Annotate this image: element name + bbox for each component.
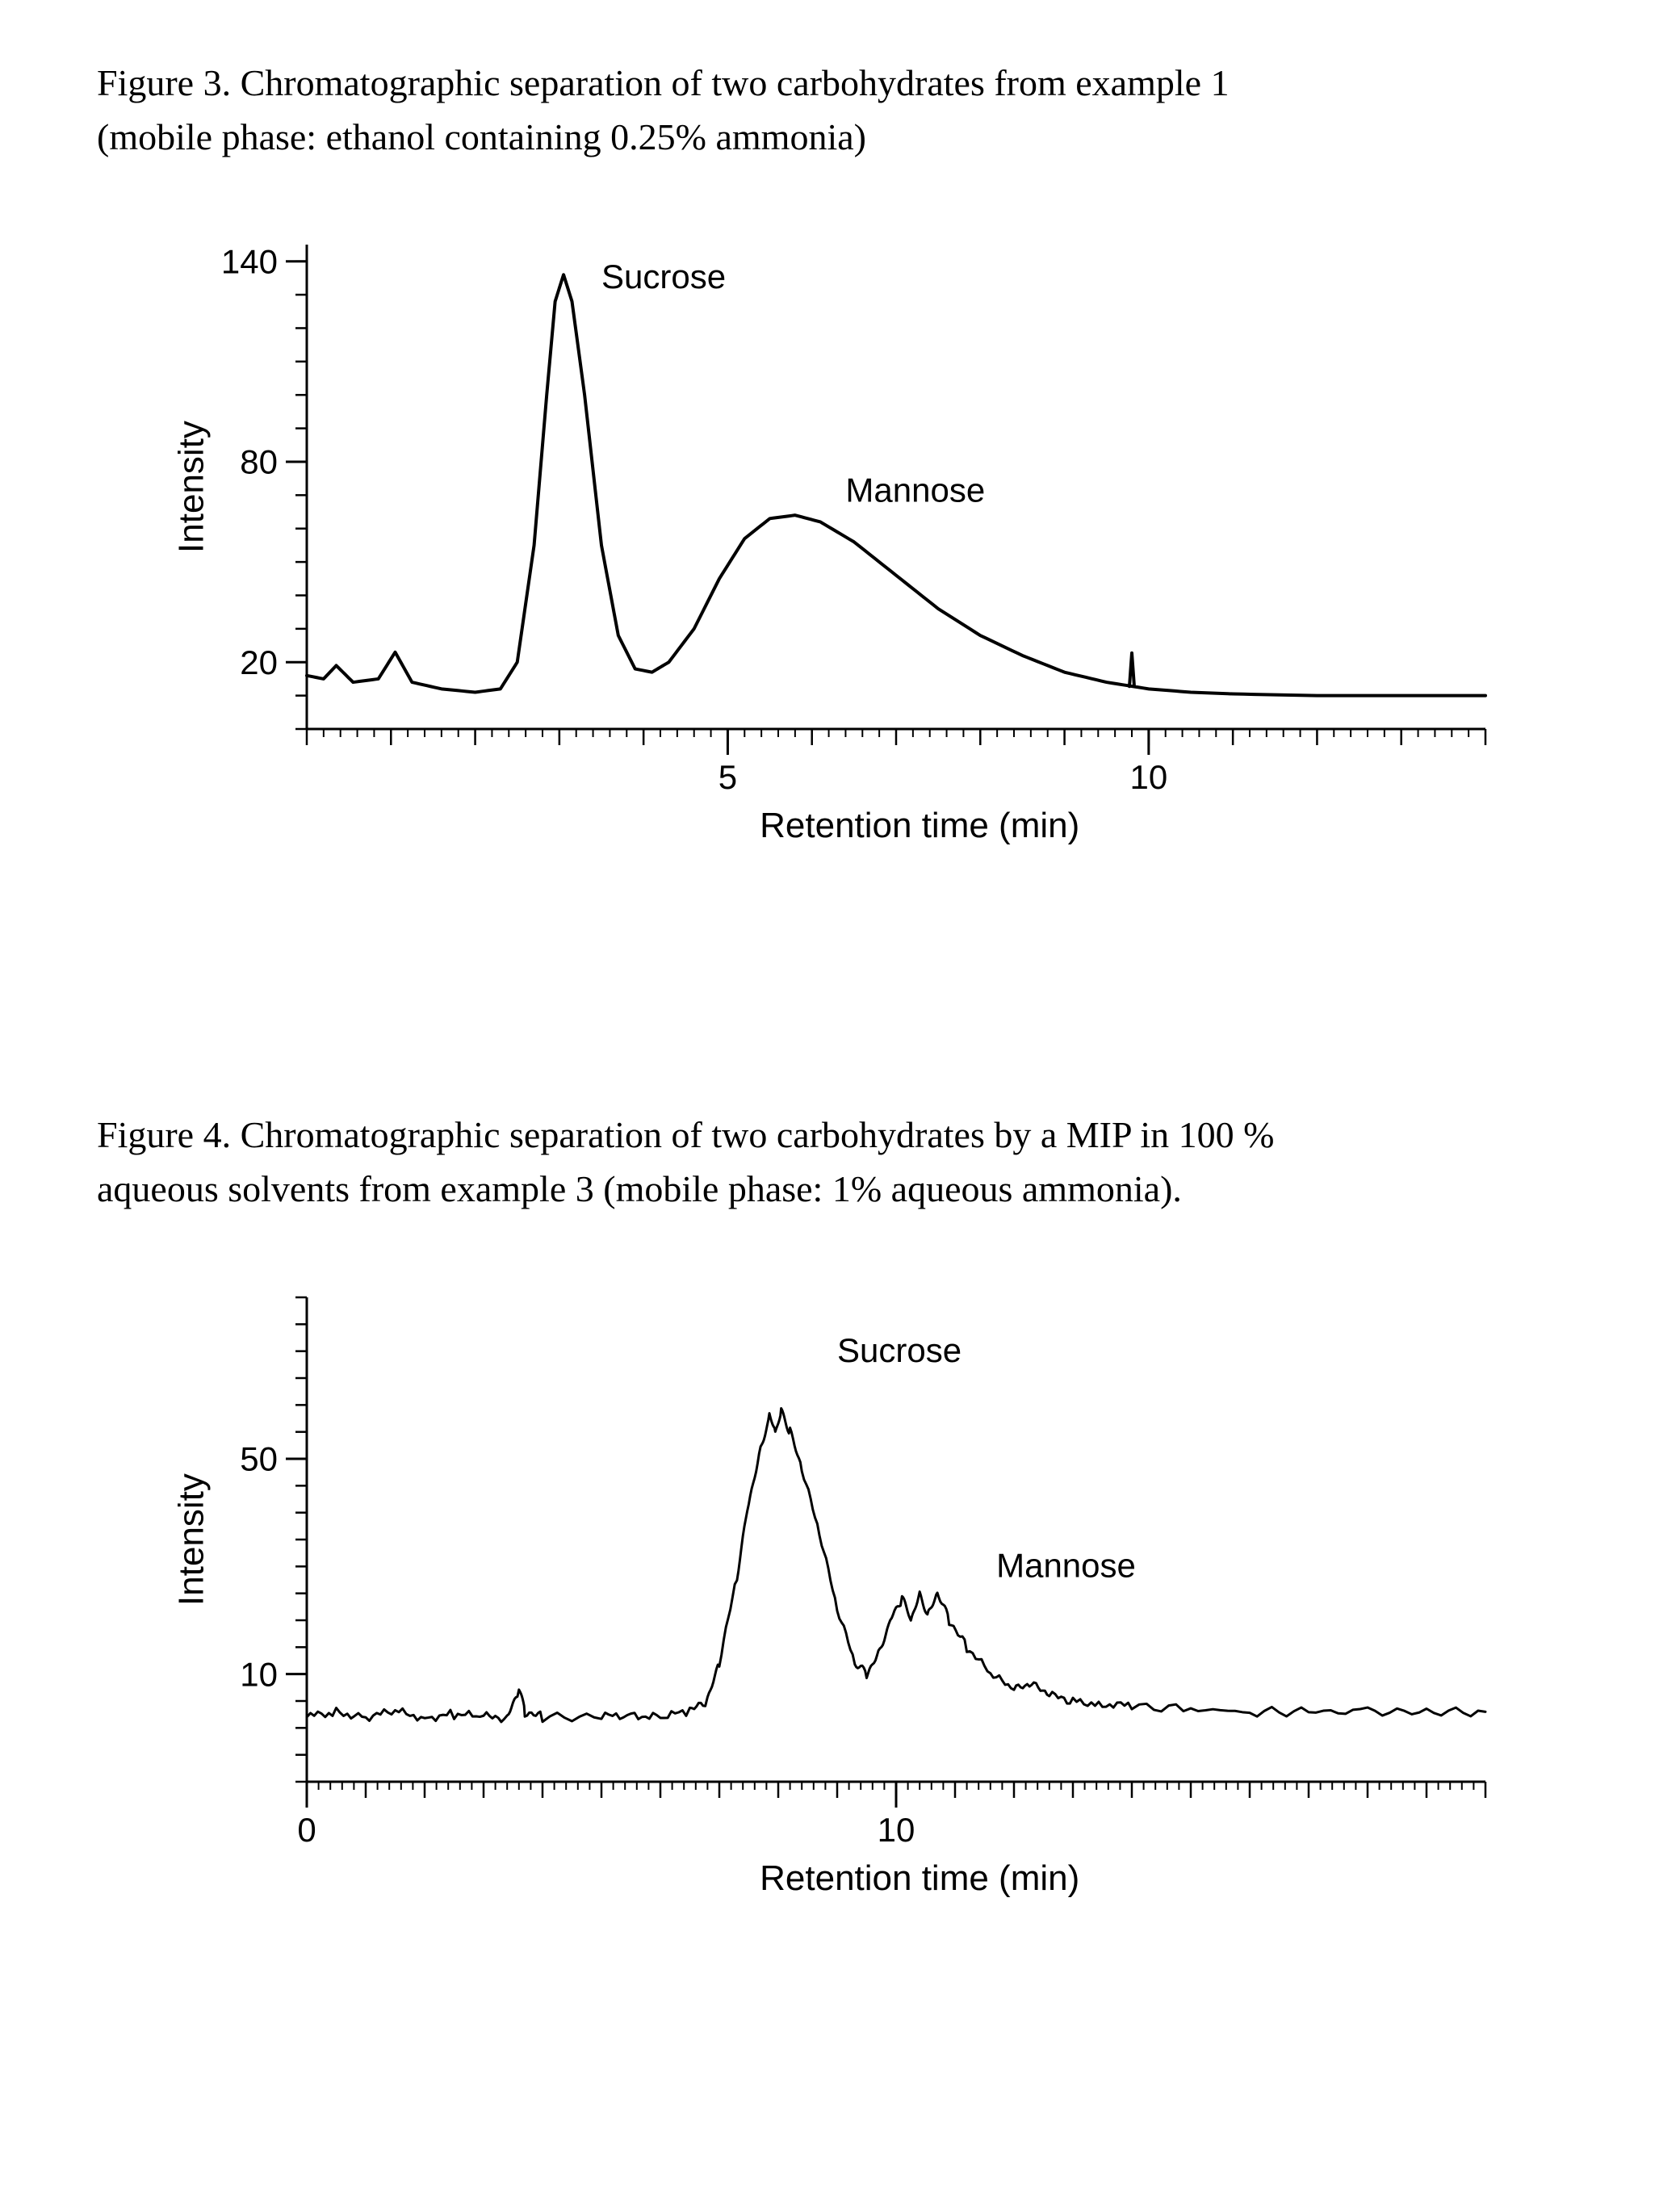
peak-label: Mannose [996,1546,1136,1584]
peak-label: Sucrose [601,258,726,295]
x-tick-label: 5 [719,758,737,796]
peak-label: Mannose [845,471,985,509]
figure-3-chromatogram-chart: 5 10 20 80 140 Retention time (min) Intensity S… [97,212,1583,907]
x-ticks [307,1782,1485,1808]
y-tick-label: 10 [240,1655,278,1693]
chromatogram-trace [307,1408,1485,1721]
x-tick-label: 10 [1129,758,1167,796]
x-tick-label: 0 [297,1811,316,1849]
chart-svg: 0 10 10 50 Retention time (min) Intensity Sucr… [97,1265,1534,1959]
x-ticks [307,729,1485,755]
y-tick-label: 20 [240,643,278,681]
figure-4-chromatogram-chart: 0 10 10 50 Retention time (min) Intensity Sucr… [97,1265,1583,1959]
y-ticks [286,1297,307,1782]
figure-gap [97,907,1583,1108]
peak-label: Sucrose [837,1331,961,1369]
x-axis-label: Retention time (min) [760,806,1079,845]
page: Figure 3. Chromatographic separation of … [0,0,1680,2187]
figure-3-caption: Figure 3. Chromatographic separation of … [97,57,1583,164]
y-axis-label: Intensity [172,1473,212,1606]
y-tick-label: 140 [221,243,278,281]
chart-svg: 5 10 20 80 140 Retention time (min) Intensity S… [97,212,1534,907]
y-axis-label: Intensity [172,421,212,553]
y-tick-label: 80 [240,443,278,481]
x-tick-label: 10 [878,1811,915,1849]
y-ticks [286,262,307,729]
y-tick-label: 50 [240,1439,278,1477]
figure-4-caption: Figure 4. Chromatographic separation of … [97,1108,1583,1216]
axes [307,1297,1485,1782]
x-axis-label: Retention time (min) [760,1858,1079,1898]
